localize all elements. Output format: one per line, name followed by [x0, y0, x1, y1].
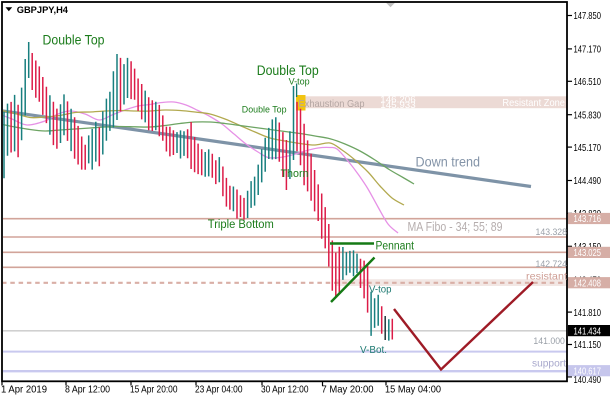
svg-text:145.933: 145.933 [380, 100, 415, 110]
svg-text:15 May 04:00: 15 May 04:00 [385, 383, 441, 395]
svg-text:Triple Bottom: Triple Bottom [208, 219, 274, 231]
svg-text:143.716: 143.716 [574, 213, 602, 225]
svg-text:142.724: 142.724 [536, 259, 568, 270]
svg-text:145.170: 145.170 [574, 142, 602, 154]
svg-text:144.490: 144.490 [574, 175, 602, 187]
svg-text:23 Apr 04:00: 23 Apr 04:00 [195, 383, 243, 395]
svg-text:Double Top: Double Top [257, 63, 319, 78]
svg-text:141.810: 141.810 [574, 307, 602, 319]
svg-text:146.206: 146.206 [380, 94, 415, 104]
svg-text:Resistant Zone: Resistant Zone [502, 97, 565, 109]
svg-text:8 Apr 12:00: 8 Apr 12:00 [65, 383, 110, 395]
svg-text:140.490: 140.490 [574, 374, 602, 386]
svg-text:MA Fibo - 34; 55; 89: MA Fibo - 34; 55; 89 [408, 220, 503, 234]
svg-text:GBPJPY,H4: GBPJPY,H4 [17, 5, 69, 16]
svg-text:V-top: V-top [369, 285, 392, 296]
svg-text:30 Apr 12:00: 30 Apr 12:00 [261, 383, 309, 395]
svg-text:145.830: 145.830 [574, 109, 602, 121]
svg-text:Double Top: Double Top [242, 105, 287, 116]
svg-text:Double Top: Double Top [43, 33, 105, 48]
svg-text:140.617: 140.617 [574, 365, 602, 377]
svg-text:143.025: 143.025 [574, 247, 602, 259]
svg-text:141.434: 141.434 [574, 325, 602, 337]
svg-text:146.510: 146.510 [574, 76, 602, 88]
svg-text:147.850: 147.850 [574, 10, 602, 22]
svg-text:15 Apr 20:00: 15 Apr 20:00 [130, 383, 178, 395]
svg-text:141.150: 141.150 [574, 339, 602, 351]
svg-text:V-top: V-top [289, 77, 310, 88]
svg-text:1 Apr 2019: 1 Apr 2019 [1, 383, 47, 395]
svg-text:support: support [532, 357, 566, 369]
svg-text:142.408: 142.408 [574, 277, 602, 289]
svg-text:Exhaustion Gap: Exhaustion Gap [299, 98, 365, 110]
svg-text:Pennant: Pennant [376, 241, 415, 253]
svg-text:V-Bot.: V-Bot. [360, 345, 387, 356]
svg-text:Down trend: Down trend [416, 154, 481, 170]
svg-text:7 May 20:00: 7 May 20:00 [322, 383, 374, 395]
svg-text:147.170: 147.170 [574, 44, 602, 56]
svg-text:resistant: resistant [526, 271, 567, 283]
svg-text:Thorn: Thorn [281, 168, 309, 180]
svg-text:141.000: 141.000 [533, 336, 565, 347]
svg-text:143.328: 143.328 [536, 227, 568, 238]
